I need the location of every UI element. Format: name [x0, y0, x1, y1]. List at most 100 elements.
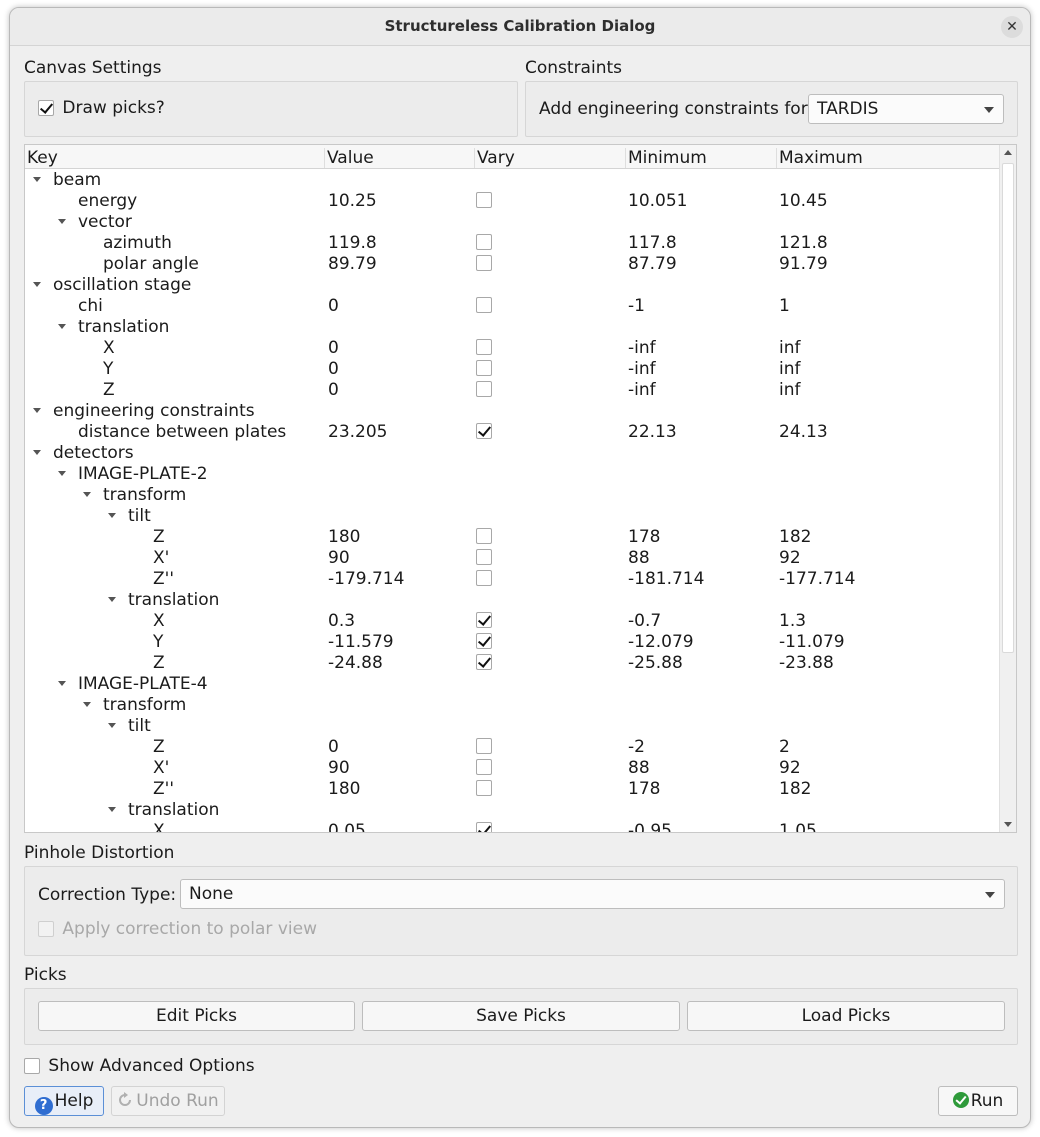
expand-arrow-icon[interactable] — [108, 807, 116, 812]
row-maximum[interactable]: 10.45 — [779, 191, 828, 211]
tree-row[interactable]: Z -24.88 -25.88 -23.88 — [25, 652, 1000, 673]
draw-picks-checkbox[interactable]: Draw picks? — [38, 98, 165, 118]
tree-row[interactable]: tilt — [25, 715, 1000, 736]
row-minimum[interactable]: -12.079 — [628, 632, 694, 652]
expand-arrow-icon[interactable] — [58, 324, 66, 329]
vary-checkbox[interactable] — [476, 738, 492, 754]
vary-checkbox[interactable] — [476, 234, 492, 250]
tree-row[interactable]: Z'' 180 178 182 — [25, 778, 1000, 799]
vary-checkbox[interactable] — [476, 360, 492, 376]
undo-run-button[interactable]: Undo Run — [111, 1086, 225, 1116]
tree-row[interactable]: distance between plates 23.205 22.13 24.13 — [25, 421, 1000, 442]
vary-checkbox[interactable] — [476, 255, 492, 271]
scroll-thumb[interactable] — [1002, 163, 1014, 653]
row-value[interactable]: 0.3 — [328, 611, 356, 631]
row-minimum[interactable]: 178 — [628, 527, 661, 547]
apply-polar-check-icon[interactable] — [38, 921, 54, 937]
row-minimum[interactable]: -inf — [628, 359, 656, 379]
expand-arrow-icon[interactable] — [83, 702, 91, 707]
edit-picks-button[interactable]: Edit Picks — [38, 1001, 355, 1031]
tree-row[interactable]: translation — [25, 316, 1000, 337]
tree-row[interactable]: Y 0 -inf inf — [25, 358, 1000, 379]
row-minimum[interactable]: 10.051 — [628, 191, 688, 211]
row-value[interactable]: -179.714 — [328, 569, 405, 589]
header-maximum[interactable]: Maximum — [779, 148, 863, 168]
expand-arrow-icon[interactable] — [58, 471, 66, 476]
tree-row[interactable]: engineering constraints — [25, 400, 1000, 421]
tree-row[interactable]: tilt — [25, 505, 1000, 526]
expand-arrow-icon[interactable] — [33, 408, 41, 413]
engineering-constraints-select[interactable]: TARDIS — [808, 94, 1004, 124]
header-key[interactable]: Key — [25, 148, 325, 168]
tree-row[interactable]: X' 90 88 92 — [25, 757, 1000, 778]
row-minimum[interactable]: -inf — [628, 380, 656, 400]
tree-row[interactable]: X 0.05 -0.95 1.05 — [25, 820, 1000, 833]
expand-arrow-icon[interactable] — [58, 681, 66, 686]
row-minimum[interactable]: -2 — [628, 737, 645, 757]
tree-row[interactable]: translation — [25, 589, 1000, 610]
row-value[interactable]: 90 — [328, 758, 350, 778]
row-maximum[interactable]: 1 — [779, 296, 790, 316]
tree-row[interactable]: chi 0 -1 1 — [25, 295, 1000, 316]
tree-row[interactable]: Z 180 178 182 — [25, 526, 1000, 547]
expand-arrow-icon[interactable] — [58, 219, 66, 224]
row-value[interactable]: 90 — [328, 548, 350, 568]
row-value[interactable]: 23.205 — [328, 422, 388, 442]
vary-checkbox[interactable] — [476, 759, 492, 775]
row-value[interactable]: 0 — [328, 296, 339, 316]
row-maximum[interactable]: -23.88 — [779, 653, 834, 673]
vary-checkbox[interactable] — [476, 339, 492, 355]
expand-arrow-icon[interactable] — [108, 723, 116, 728]
expand-arrow-icon[interactable] — [33, 450, 41, 455]
scroll-down-icon[interactable] — [1004, 822, 1012, 827]
row-maximum[interactable]: inf — [779, 359, 801, 379]
row-maximum[interactable]: 182 — [779, 779, 812, 799]
tree-row[interactable]: translation — [25, 799, 1000, 820]
tree-row[interactable]: beam — [25, 169, 1000, 190]
header-value[interactable]: Value — [325, 148, 475, 168]
row-minimum[interactable]: 178 — [628, 779, 661, 799]
vary-checkbox[interactable] — [476, 381, 492, 397]
expand-arrow-icon[interactable] — [108, 513, 116, 518]
row-value[interactable]: 0 — [328, 737, 339, 757]
show-advanced-checkbox[interactable]: Show Advanced Options — [24, 1056, 255, 1076]
tree-row[interactable]: IMAGE-PLATE-2 — [25, 463, 1000, 484]
apply-polar-checkbox[interactable]: Apply correction to polar view — [38, 919, 317, 939]
tree-row[interactable]: Z 0 -2 2 — [25, 736, 1000, 757]
vary-checkbox[interactable] — [476, 633, 492, 649]
row-minimum[interactable]: 87.79 — [628, 254, 677, 274]
row-value[interactable]: 119.8 — [328, 233, 377, 253]
row-value[interactable]: -11.579 — [328, 632, 394, 652]
vary-checkbox[interactable] — [476, 297, 492, 313]
row-value[interactable]: 0 — [328, 380, 339, 400]
tree-row[interactable]: energy 10.25 10.051 10.45 — [25, 190, 1000, 211]
show-advanced-check-icon[interactable] — [24, 1058, 40, 1074]
row-minimum[interactable]: -1 — [628, 296, 645, 316]
tree-row[interactable]: IMAGE-PLATE-4 — [25, 673, 1000, 694]
expand-arrow-icon[interactable] — [33, 177, 41, 182]
vary-checkbox[interactable] — [476, 423, 492, 439]
vary-checkbox[interactable] — [476, 654, 492, 670]
row-minimum[interactable]: -inf — [628, 338, 656, 358]
save-picks-button[interactable]: Save Picks — [362, 1001, 680, 1031]
row-maximum[interactable]: 1.3 — [779, 611, 807, 631]
row-minimum[interactable]: -25.88 — [628, 653, 683, 673]
tree-row[interactable]: transform — [25, 484, 1000, 505]
row-value[interactable]: 89.79 — [328, 254, 377, 274]
vary-checkbox[interactable] — [476, 822, 492, 832]
expand-arrow-icon[interactable] — [33, 282, 41, 287]
row-maximum[interactable]: 92 — [779, 758, 801, 778]
expand-arrow-icon[interactable] — [83, 492, 91, 497]
help-button[interactable]: ? Help — [24, 1086, 104, 1116]
vary-checkbox[interactable] — [476, 549, 492, 565]
row-maximum[interactable]: 1.05 — [779, 821, 817, 833]
tree-row[interactable]: X 0.3 -0.7 1.3 — [25, 610, 1000, 631]
tree-row[interactable]: X' 90 88 92 — [25, 547, 1000, 568]
correction-type-select[interactable]: None — [180, 879, 1005, 909]
close-icon[interactable]: ✕ — [1001, 16, 1023, 38]
tree-row[interactable]: azimuth 119.8 117.8 121.8 — [25, 232, 1000, 253]
draw-picks-check-icon[interactable] — [38, 100, 54, 116]
scroll-up-icon[interactable] — [1004, 150, 1012, 155]
tree-scrollbar[interactable] — [999, 145, 1016, 832]
tree-row[interactable]: X 0 -inf inf — [25, 337, 1000, 358]
